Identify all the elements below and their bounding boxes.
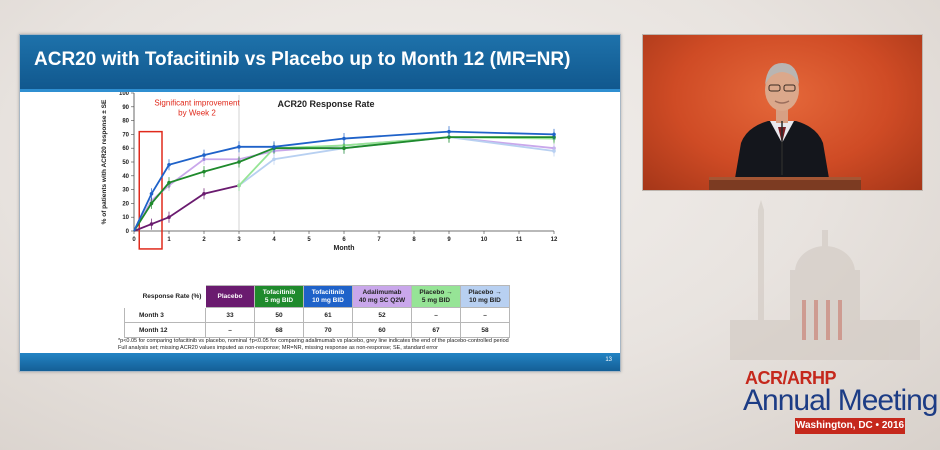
y-tick-label: 40 [122, 174, 129, 180]
x-tick-label: 3 [237, 237, 241, 243]
data-point [237, 145, 241, 149]
table-cell: 67 [411, 322, 461, 338]
footnote: Full analysis set; missing ACR20 values … [118, 345, 438, 351]
data-point [167, 162, 171, 167]
data-point [149, 191, 154, 196]
data-point [167, 180, 171, 185]
slide-footer: 13 [20, 353, 620, 371]
table-cell: – [205, 322, 255, 338]
slide-title: ACR20 with Tofacitinib vs Placebo up to … [34, 49, 571, 70]
x-tick-label: 0 [132, 237, 136, 243]
y-tick-label: 10 [122, 215, 129, 221]
x-tick-label: 10 [481, 237, 488, 243]
data-point [167, 215, 171, 219]
slide-header: ACR20 with Tofacitinib vs Placebo up to … [20, 35, 620, 89]
table-header-tofacitinib-5mg: Tofacitinib 5 mg BID [254, 285, 304, 308]
table-header-placebo-to-5mg: Placebo → 5 mg BID [411, 285, 461, 308]
annotation-text: Significant improvement [154, 98, 240, 107]
logo-event-name: Annual Meeting [743, 384, 938, 417]
data-point [552, 149, 556, 153]
x-tick-label: 8 [412, 237, 416, 243]
speaker-illustration [709, 63, 861, 190]
table-cell: – [460, 307, 510, 323]
y-tick-label: 100 [119, 92, 130, 97]
slide-page-number: 13 [605, 357, 612, 363]
table-cell: 50 [254, 307, 304, 323]
y-tick-label: 30 [122, 188, 129, 194]
data-point [447, 129, 451, 134]
y-tick-label: 90 [122, 105, 129, 111]
x-axis-label: Month [334, 245, 355, 252]
y-tick-label: 60 [122, 146, 129, 152]
annotation-text: by Week 2 [178, 108, 216, 117]
data-point [202, 153, 206, 157]
x-tick-label: 11 [516, 237, 523, 243]
x-tick-label: 4 [272, 237, 276, 243]
table-row-label: Month 12 [124, 322, 206, 338]
x-tick-label: 9 [447, 237, 451, 243]
table-header-row: Response Rate (%) Placebo Tofacitinib 5 … [124, 285, 510, 308]
data-point [202, 169, 206, 174]
data-point [272, 145, 276, 149]
speaker-video-feed [642, 34, 923, 191]
data-point [342, 146, 346, 150]
table-cell: 60 [352, 322, 412, 338]
capitol-building-illustration [730, 200, 920, 360]
presentation-slide: ACR20 with Tofacitinib vs Placebo up to … [19, 34, 621, 372]
y-tick-label: 20 [122, 201, 129, 207]
y-axis-label: % of patients with ACR20 response ± SE [101, 99, 108, 224]
data-point [272, 157, 276, 162]
table-row-label: Month 3 [124, 307, 206, 323]
table-row: Month 12 – 68 70 60 67 58 [124, 322, 510, 338]
data-point [202, 191, 206, 196]
x-tick-label: 6 [342, 237, 346, 243]
table-cell: 68 [254, 322, 304, 338]
logo-organization: ACR/ARHP [745, 368, 837, 388]
response-rate-table: Response Rate (%) Placebo Tofacitinib 5 … [124, 285, 510, 338]
data-point [149, 201, 154, 206]
data-point [552, 132, 556, 137]
table-cell: 52 [352, 307, 412, 323]
table-cell: 61 [303, 307, 353, 323]
y-tick-label: 50 [122, 160, 129, 166]
x-tick-label: 12 [551, 237, 558, 243]
table-cell: 58 [460, 322, 510, 338]
data-point [149, 222, 154, 226]
table-row: Month 3 33 50 61 52 – – [124, 307, 510, 323]
footnote: *p<0.05 for comparing tofacitinib vs pla… [118, 338, 509, 344]
header-divider [20, 89, 620, 92]
data-point [342, 136, 346, 141]
series-line [238, 136, 555, 187]
y-tick-label: 80 [122, 119, 129, 125]
table-header-placebo: Placebo [205, 285, 255, 308]
data-point [237, 183, 241, 188]
x-tick-label: 7 [377, 237, 381, 243]
y-tick-label: 70 [122, 132, 129, 138]
table-header-placebo-to-10mg: Placebo → 10 mg BID [460, 285, 510, 308]
table-cell: – [411, 307, 461, 323]
acr20-line-chart: ACR20 Response Rate 01020304050607080901… [101, 92, 558, 252]
table-cell: 33 [205, 307, 255, 323]
table-header-adalimumab: Adalimumab 40 mg SC Q2W [352, 285, 412, 308]
table-cell: 70 [303, 322, 353, 338]
logo-location-badge: Washington, DC • 2016 [795, 418, 905, 434]
data-point [447, 135, 451, 139]
table-header-tofacitinib-10mg: Tofacitinib 10 mg BID [303, 285, 353, 308]
data-point [237, 160, 241, 164]
y-tick-label: 0 [126, 229, 130, 235]
x-tick-label: 1 [167, 237, 171, 243]
x-tick-label: 2 [202, 237, 206, 243]
x-tick-label: 5 [307, 237, 311, 243]
chart-title: ACR20 Response Rate [277, 99, 374, 109]
table-header-response-rate: Response Rate (%) [124, 285, 206, 308]
